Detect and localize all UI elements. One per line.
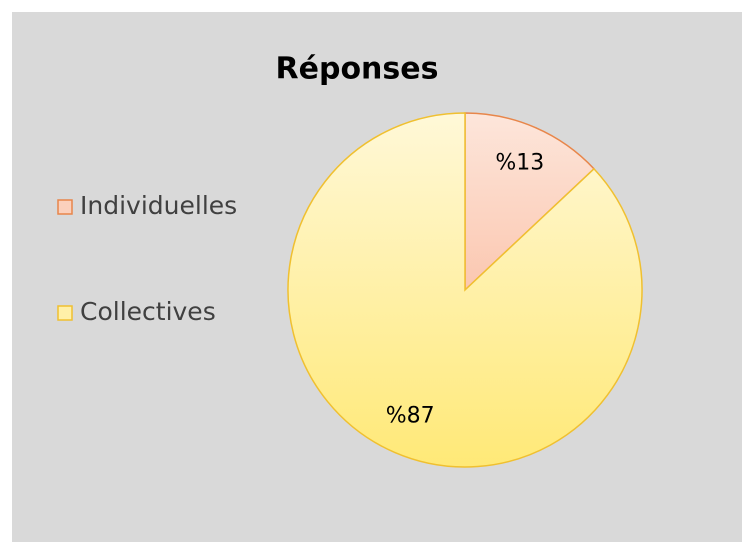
legend-swatch bbox=[57, 305, 73, 321]
legend-swatch bbox=[57, 199, 73, 215]
data-label: %87 bbox=[386, 404, 435, 429]
chart-title: Réponses bbox=[276, 52, 439, 87]
legend-label: Individuelles bbox=[80, 191, 237, 220]
legend-label: Collectives bbox=[80, 297, 216, 326]
data-label: %13 bbox=[495, 150, 544, 175]
pie-slice bbox=[464, 112, 596, 292]
pie-slice bbox=[287, 112, 643, 468]
